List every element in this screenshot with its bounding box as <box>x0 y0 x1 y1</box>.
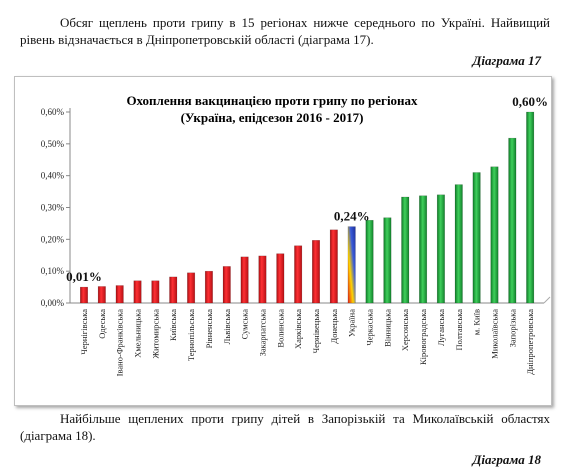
chart-svg: 0,00% 0,10% 0,20% 0,30% 0,40% 0,50% 0,60% Черн… <box>41 93 551 377</box>
chart-title-line2: (Україна, епідсезон 2016 - 2017) <box>181 110 364 125</box>
y-tick-label: 0,50% <box>41 139 65 149</box>
bar-11 <box>258 255 267 304</box>
bar-3 <box>115 285 124 304</box>
diagram-caption-18: Діаграма 18 <box>472 452 541 467</box>
bar-21 <box>436 194 445 304</box>
bar-26 <box>526 111 535 304</box>
chart-title-line1: Охоплення вакцинацією проти грипу по рег… <box>126 93 418 108</box>
category-label: Черкаська <box>365 309 375 346</box>
x-axis-floor-edge <box>543 296 551 304</box>
bar-9 <box>222 266 231 304</box>
category-label: Кіровоградська <box>418 309 428 365</box>
y-tick-label: 0,40% <box>41 171 65 181</box>
bar-7 <box>187 272 196 304</box>
intro-paragraph: Обсяг щеплень проти грипу в 15 регіонах … <box>20 15 550 47</box>
category-label: Вінницька <box>382 309 392 347</box>
bar-8 <box>204 270 213 304</box>
category-label: Дніпропетровська <box>525 309 535 375</box>
bar-14 <box>312 240 320 304</box>
bar-22 <box>454 184 463 304</box>
category-label: Одеська <box>97 309 107 339</box>
bar-5 <box>151 280 160 304</box>
category-label: Тернопільська <box>186 309 196 361</box>
category-label: Чернівецька <box>311 309 321 354</box>
category-label: Україна <box>347 309 357 337</box>
bar-16 <box>347 226 356 304</box>
category-label: Херсонська <box>400 309 410 351</box>
category-label: м. Київ <box>472 309 482 335</box>
category-label: Харківська <box>293 309 303 349</box>
bar-6 <box>169 276 178 304</box>
category-label: Івано-Франківська <box>115 309 125 377</box>
y-tick-label: 0,00% <box>41 298 65 308</box>
followup-paragraph: Найбільше щеплених проти грипу дітей в З… <box>20 411 550 443</box>
y-tick-label: 0,30% <box>41 203 65 213</box>
y-tick-label: 0,60% <box>41 107 65 117</box>
y-tick-label: 0,10% <box>41 266 65 276</box>
bar-20 <box>419 195 428 304</box>
bar-2 <box>97 286 106 304</box>
bar-17 <box>365 219 374 304</box>
bar-13 <box>294 245 303 304</box>
vaccination-chart: 0,00% 0,10% 0,20% 0,30% 0,40% 0,50% 0,60% Черн… <box>14 76 552 406</box>
category-label: Львівська <box>222 309 232 345</box>
category-label: Луганська <box>436 309 446 346</box>
category-label: Житомирська <box>150 309 160 359</box>
bar-1 <box>80 286 88 304</box>
category-label: Сумська <box>240 309 250 340</box>
category-label: Запорізька <box>507 309 517 348</box>
bar-24 <box>490 166 499 304</box>
bar-15 <box>329 229 338 304</box>
diagram-caption-17: Діаграма 17 <box>472 53 541 68</box>
bar-10 <box>240 256 249 304</box>
category-label: Миколаївська <box>489 309 499 359</box>
y-tick-label: 0,20% <box>41 234 65 244</box>
category-label: Закарпатська <box>257 309 267 357</box>
category-label: Київська <box>168 309 178 341</box>
bar-4 <box>133 280 142 304</box>
category-label: Хмельницька <box>133 309 143 358</box>
data-label-annotation: 0,24% <box>334 209 370 224</box>
bar-12 <box>276 253 285 304</box>
bar-25 <box>508 137 517 304</box>
data-label-annotation: 0,60% <box>512 94 548 109</box>
category-label: Волинська <box>275 309 285 348</box>
bar-19 <box>401 196 410 304</box>
category-label: Рівненська <box>204 309 214 349</box>
category-label: Чернігівська <box>79 309 89 355</box>
category-label: Полтавська <box>454 309 464 351</box>
category-label: Донецька <box>329 309 339 344</box>
bar-23 <box>472 172 481 304</box>
bar-18 <box>383 217 392 304</box>
data-label-annotation: 0,01% <box>66 269 102 284</box>
